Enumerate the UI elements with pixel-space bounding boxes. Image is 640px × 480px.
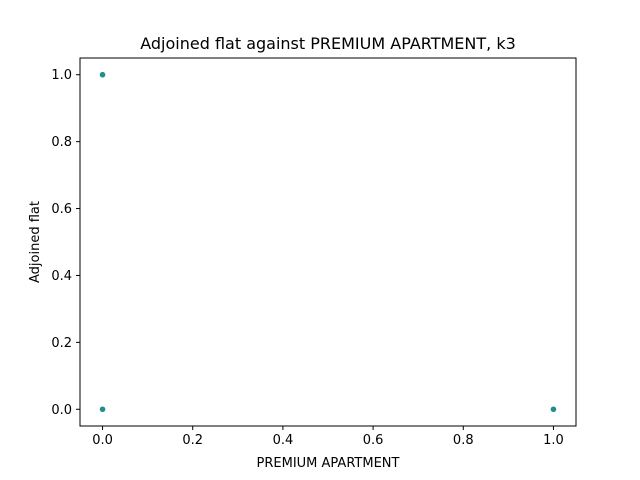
x-tick-label: 0.6 [363,433,384,448]
y-tick-label: 0.2 [51,336,72,351]
data-point [99,406,106,413]
x-axis-label: PREMIUM APARTMENT [257,456,400,471]
data-point [550,406,557,413]
x-tick-label: 0.4 [273,433,294,448]
y-axis: 0.0 0.2 0.4 0.6 0.8 1.0 [51,68,80,418]
y-tick-label: 0.0 [51,403,72,418]
y-tick-label: 0.6 [51,202,72,217]
x-tick-label: 1.0 [543,433,564,448]
x-tick-label: 0.2 [182,433,203,448]
y-tick-label: 0.4 [51,269,72,284]
y-tick-label: 1.0 [51,68,72,83]
data-points [99,71,557,413]
x-axis: 0.0 0.2 0.4 0.6 0.8 1.0 [92,426,564,448]
x-tick-label: 0.8 [453,433,474,448]
y-axis-label: Adjoined flat [28,201,43,283]
chart-title: Adjoined flat against PREMIUM APARTMENT,… [140,34,516,53]
y-tick-label: 0.8 [51,135,72,150]
data-point [99,71,106,78]
x-tick-label: 0.0 [92,433,113,448]
plot-area-frame [79,57,577,427]
